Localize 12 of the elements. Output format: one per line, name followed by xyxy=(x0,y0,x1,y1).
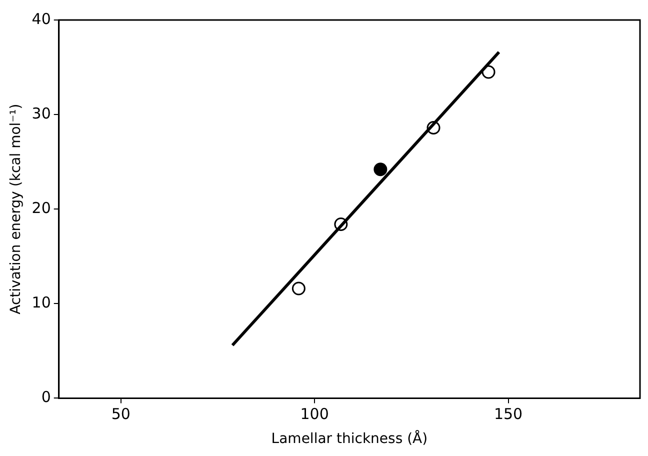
x-tick-label: 150 xyxy=(494,405,523,424)
point xyxy=(374,162,388,176)
y-tick-label: 0 xyxy=(41,388,51,406)
x-tick-label: 50 xyxy=(111,405,130,424)
y-tick-label: 10 xyxy=(32,294,51,312)
y-tick-label: 20 xyxy=(32,198,51,217)
y-axis-title: Activation energy (kcal mol⁻¹) xyxy=(8,104,24,314)
y-tick-label: 40 xyxy=(32,10,51,28)
x-axis-title: Lamellar thickness (Å) xyxy=(271,430,428,448)
y-tick-label: 30 xyxy=(32,104,51,122)
point xyxy=(292,282,306,296)
x-tick-label: 100 xyxy=(300,405,329,424)
